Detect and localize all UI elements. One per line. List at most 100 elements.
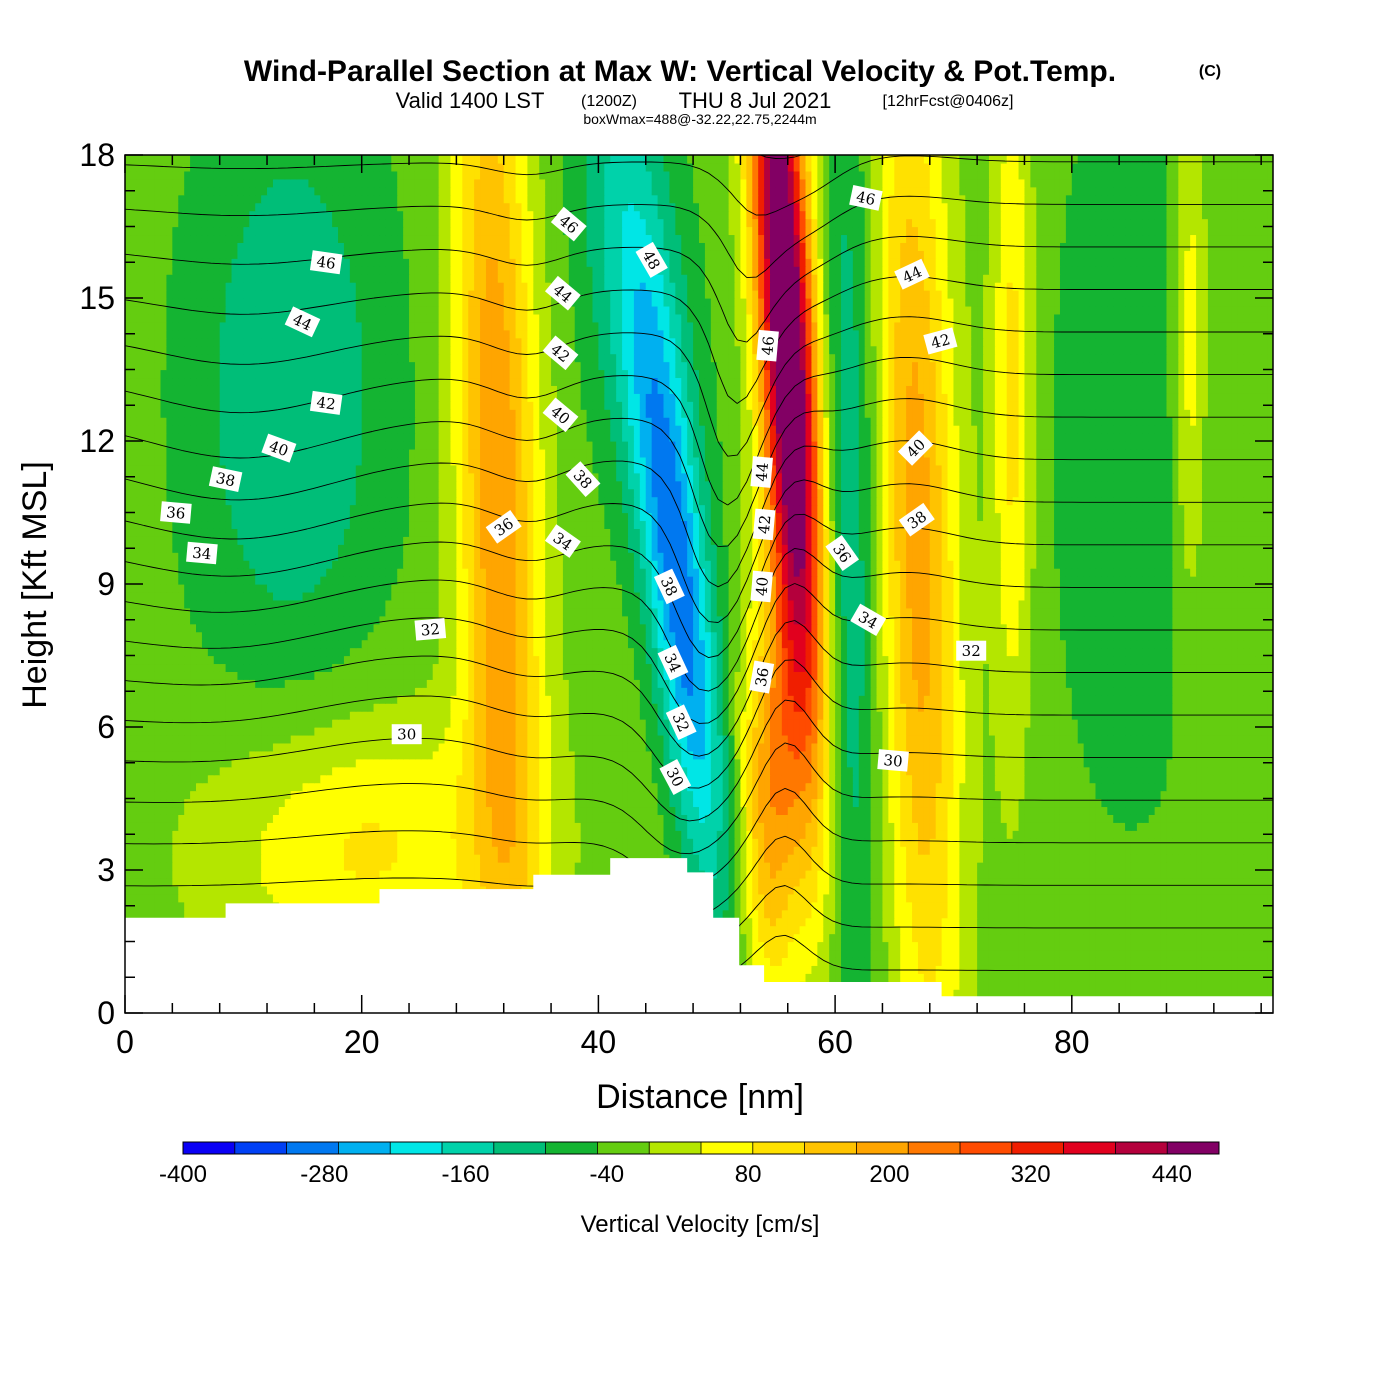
w-cell (1243, 893, 1250, 903)
w-cell (1190, 925, 1197, 935)
w-cell (1249, 854, 1256, 863)
w-cell (1172, 877, 1179, 887)
w-cell (781, 901, 789, 911)
w-cell (509, 877, 517, 887)
w-cell (817, 877, 824, 887)
w-cell (1225, 885, 1233, 895)
w-cell (255, 830, 262, 839)
w-cell (1148, 909, 1156, 919)
w-cell (900, 973, 907, 982)
w-cell (929, 957, 937, 966)
w-cell (355, 838, 363, 847)
w-cell (397, 854, 404, 863)
w-cell (237, 870, 244, 879)
w-cell (965, 838, 972, 847)
w-cell (775, 862, 783, 871)
w-cell (302, 846, 310, 855)
w-cell (1083, 933, 1091, 943)
w-cell (326, 846, 333, 855)
w-cell (1196, 917, 1203, 927)
w-cell (1042, 981, 1049, 990)
w-cell (882, 925, 889, 935)
w-cell (947, 870, 955, 879)
w-cell (846, 965, 854, 974)
w-cell (1107, 814, 1114, 823)
w-cell (272, 870, 280, 879)
w-cell (876, 909, 884, 919)
w-cell (1178, 901, 1185, 911)
w-cell (1130, 965, 1138, 974)
w-cell (965, 854, 972, 863)
w-cell (219, 806, 227, 815)
w-cell (213, 854, 221, 863)
w-cell (196, 830, 203, 839)
w-cell (267, 885, 274, 895)
w-cell (1136, 877, 1144, 887)
w-cell (255, 877, 262, 887)
w-cell (1130, 822, 1138, 831)
w-cell (196, 893, 203, 903)
w-cell (314, 814, 321, 823)
w-cell (870, 830, 878, 839)
w-cell (432, 822, 440, 831)
w-cell (1089, 830, 1097, 839)
w-cell (983, 925, 990, 935)
w-cell (1213, 830, 1221, 839)
w-cell (1166, 854, 1173, 863)
w-cell (379, 806, 386, 815)
w-cell (361, 830, 369, 839)
w-cell (1065, 941, 1073, 951)
w-cell (172, 830, 179, 839)
w-cell (953, 893, 960, 903)
w-cell (1030, 949, 1037, 958)
w-cell (988, 949, 996, 958)
w-cell (551, 846, 558, 855)
w-cell (527, 806, 534, 815)
w-cell (574, 822, 582, 831)
w-cell (1249, 885, 1256, 895)
w-cell (775, 830, 783, 839)
w-cell (846, 854, 854, 863)
w-cell (1125, 877, 1132, 887)
w-cell (1237, 917, 1245, 927)
w-cell (160, 830, 168, 839)
w-cell (125, 838, 132, 847)
w-cell (1196, 822, 1203, 831)
w-cell (1130, 925, 1138, 935)
w-cell (1054, 933, 1061, 943)
w-cell (935, 822, 943, 831)
w-cell (1213, 989, 1221, 998)
w-cell (485, 814, 493, 823)
w-cell (1083, 909, 1091, 919)
w-cell (1184, 965, 1191, 974)
w-cell (373, 854, 381, 863)
w-cell (545, 822, 552, 831)
w-cell (1255, 941, 1262, 951)
w-cell (491, 830, 499, 839)
w-cell (314, 830, 321, 839)
w-cell (219, 846, 227, 855)
w-cell (397, 822, 404, 831)
w-cell (154, 822, 162, 831)
w-cell (586, 806, 594, 815)
w-cell (870, 933, 878, 943)
w-cell (983, 870, 990, 879)
w-cell (1196, 909, 1203, 919)
w-cell (900, 870, 907, 879)
w-cell (1054, 846, 1061, 855)
w-cell (1024, 965, 1031, 974)
w-cell (207, 822, 215, 831)
w-cell (1166, 877, 1173, 887)
w-cell (403, 870, 410, 879)
w-cell (1071, 854, 1079, 863)
w-cell (196, 877, 203, 887)
w-cell (142, 822, 150, 831)
w-cell (580, 822, 588, 831)
w-cell (1196, 965, 1203, 974)
w-cell (1243, 941, 1250, 951)
w-cell (953, 933, 960, 943)
w-cell (450, 877, 457, 887)
w-cell (551, 854, 558, 863)
w-cell (184, 854, 191, 863)
w-cell (965, 877, 972, 887)
